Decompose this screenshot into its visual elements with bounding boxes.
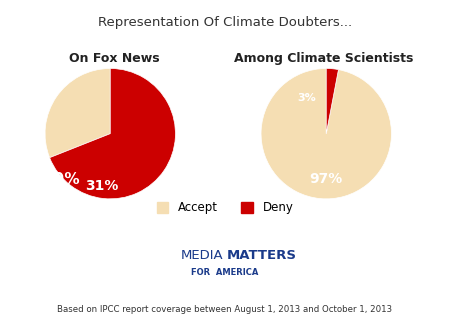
Wedge shape	[326, 68, 338, 134]
Wedge shape	[45, 68, 110, 158]
Text: 31%: 31%	[86, 179, 119, 193]
Text: MATTERS: MATTERS	[226, 249, 297, 262]
Text: MEDIA: MEDIA	[181, 249, 224, 262]
Wedge shape	[50, 68, 176, 199]
Wedge shape	[261, 68, 392, 199]
Text: 69%: 69%	[43, 172, 80, 187]
Text: FOR  AMERICA: FOR AMERICA	[191, 268, 259, 277]
Text: On Fox News: On Fox News	[69, 52, 160, 65]
Text: Based on IPCC report coverage between August 1, 2013 and October 1, 2013: Based on IPCC report coverage between Au…	[58, 305, 392, 314]
Legend: Accept, Deny: Accept, Deny	[152, 197, 298, 219]
Text: Among Climate Scientists: Among Climate Scientists	[234, 52, 414, 65]
Text: Representation Of Climate Doubters...: Representation Of Climate Doubters...	[98, 16, 352, 29]
Text: 97%: 97%	[310, 172, 343, 186]
Text: 3%: 3%	[297, 93, 316, 103]
